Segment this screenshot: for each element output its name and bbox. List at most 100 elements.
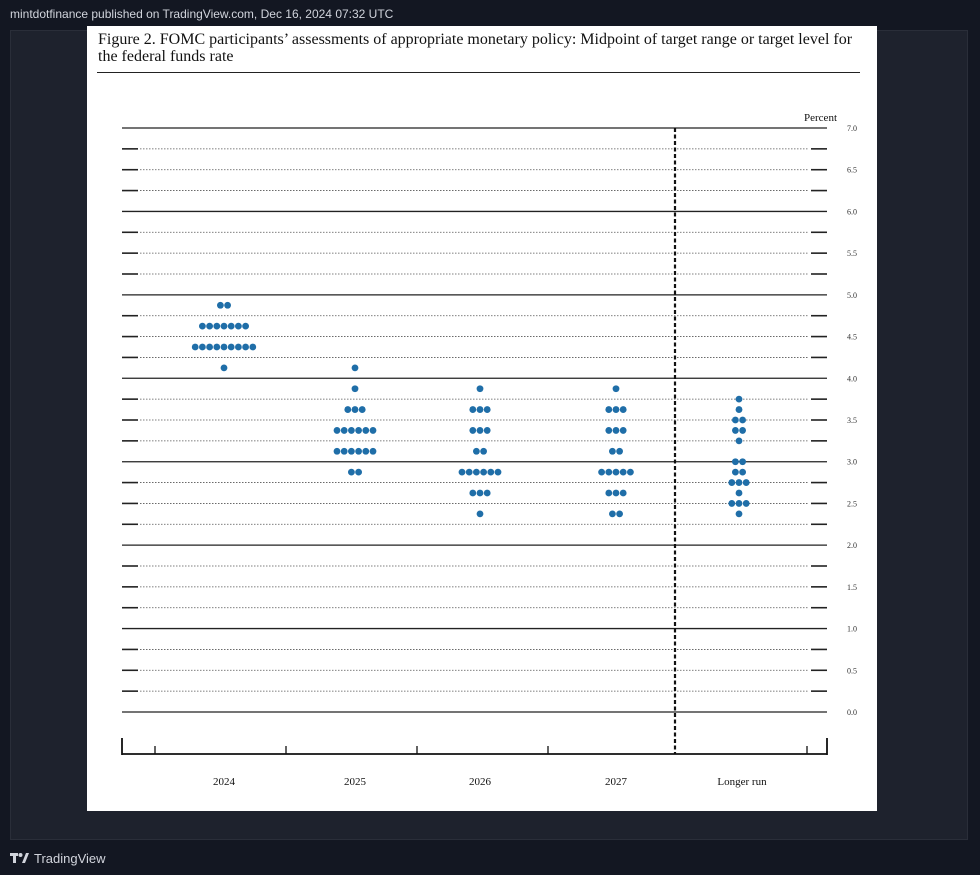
x-tick-label: 2027 bbox=[605, 776, 628, 788]
participant-dot bbox=[735, 437, 743, 445]
participant-dot bbox=[480, 447, 487, 455]
participant-dot bbox=[242, 343, 250, 351]
participant-dot bbox=[483, 406, 491, 413]
participant-dot bbox=[616, 510, 623, 518]
participant-dot bbox=[458, 468, 466, 476]
participant-dot bbox=[340, 427, 348, 434]
participant-dot bbox=[616, 447, 623, 455]
participant-dot bbox=[369, 447, 377, 455]
footer: TradingView bbox=[10, 849, 106, 867]
title-rule bbox=[97, 72, 860, 73]
x-tick-label: 2025 bbox=[344, 776, 367, 788]
participant-dot bbox=[732, 427, 739, 434]
participant-dot bbox=[199, 322, 206, 330]
participant-dot bbox=[605, 489, 613, 497]
participant-dot bbox=[191, 343, 199, 351]
participant-dot bbox=[206, 322, 213, 330]
footer-brand: TradingView bbox=[34, 850, 106, 866]
tradingview-logo-icon bbox=[10, 851, 30, 865]
participant-dot bbox=[732, 458, 739, 466]
participant-dot bbox=[213, 343, 221, 351]
x-tick-label: 2024 bbox=[213, 776, 236, 788]
participant-dot bbox=[619, 468, 627, 476]
figure-paper: Figure 2. FOMC participants’ assessments… bbox=[87, 26, 877, 811]
participant-dot bbox=[362, 427, 370, 434]
participant-dot bbox=[348, 447, 355, 455]
y-tick-label: 0.5 bbox=[847, 666, 857, 675]
participant-dot bbox=[348, 427, 355, 434]
y-tick-label: 7.0 bbox=[847, 124, 857, 133]
participant-dot bbox=[213, 322, 221, 330]
participant-dot bbox=[348, 468, 355, 476]
participant-dot bbox=[742, 479, 750, 486]
participant-dot bbox=[473, 447, 480, 455]
participant-dot bbox=[369, 427, 377, 434]
participant-dot bbox=[742, 500, 750, 507]
participant-dot bbox=[605, 406, 613, 413]
participant-dot bbox=[735, 479, 743, 486]
participant-dot bbox=[227, 343, 235, 351]
x-tick-label: 2026 bbox=[469, 776, 492, 788]
y-axis-label: Percent bbox=[804, 112, 837, 124]
participant-dot bbox=[609, 510, 616, 518]
participant-dot bbox=[483, 489, 491, 497]
participant-dot bbox=[469, 489, 477, 497]
participant-dot bbox=[483, 427, 491, 434]
participant-dot bbox=[619, 406, 627, 413]
participant-dot bbox=[619, 489, 627, 497]
y-tick-label: 2.5 bbox=[847, 499, 857, 508]
participant-dot bbox=[473, 468, 480, 476]
participant-dot bbox=[480, 468, 487, 476]
y-tick-label: 5.0 bbox=[847, 291, 857, 300]
participant-dot bbox=[735, 500, 743, 507]
participant-dot bbox=[627, 468, 634, 476]
attribution-text: mintdotfinance published on TradingView.… bbox=[10, 7, 394, 21]
participant-dot bbox=[333, 447, 341, 455]
participant-dot bbox=[476, 385, 484, 393]
participant-dot bbox=[465, 468, 473, 476]
participant-dot bbox=[739, 458, 746, 466]
participant-dot bbox=[609, 447, 616, 455]
participant-dot bbox=[612, 489, 620, 497]
participant-dot bbox=[351, 406, 359, 413]
participant-dot bbox=[619, 427, 627, 434]
participant-dot bbox=[476, 427, 484, 434]
participant-dot bbox=[487, 468, 495, 476]
participant-dot bbox=[612, 406, 620, 413]
participant-dot bbox=[598, 468, 605, 476]
y-tick-label: 3.5 bbox=[847, 416, 857, 425]
participant-dot bbox=[476, 406, 484, 413]
participant-dot bbox=[355, 468, 362, 476]
participant-dot bbox=[217, 301, 224, 309]
participant-dot bbox=[362, 447, 370, 455]
y-tick-label: 0.0 bbox=[847, 708, 857, 717]
participant-dot bbox=[235, 343, 242, 351]
participant-dot bbox=[732, 468, 739, 476]
y-tick-label: 6.5 bbox=[847, 166, 857, 175]
participant-dot bbox=[728, 479, 736, 486]
participant-dot bbox=[732, 416, 739, 424]
participant-dot bbox=[739, 416, 746, 424]
participant-dot bbox=[476, 489, 484, 497]
figure-title: Figure 2. FOMC participants’ assessments… bbox=[98, 31, 853, 65]
y-tick-label: 4.0 bbox=[847, 374, 857, 383]
participant-dot bbox=[206, 343, 213, 351]
y-tick-label: 6.0 bbox=[847, 207, 857, 216]
participant-dot bbox=[220, 343, 228, 351]
participant-dot bbox=[242, 322, 250, 330]
participant-dot bbox=[351, 385, 359, 393]
participant-dot bbox=[476, 510, 484, 518]
participant-dot bbox=[605, 468, 613, 476]
participant-dot bbox=[735, 510, 743, 518]
y-tick-label: 1.0 bbox=[847, 625, 857, 634]
participant-dot bbox=[469, 427, 477, 434]
participant-dot bbox=[355, 447, 362, 455]
participant-dot bbox=[735, 406, 743, 413]
participant-dot bbox=[739, 468, 746, 476]
y-tick-label: 3.0 bbox=[847, 458, 857, 467]
header-bar: mintdotfinance published on TradingView.… bbox=[0, 0, 980, 30]
participant-dot bbox=[358, 406, 366, 413]
participant-dot bbox=[249, 343, 257, 351]
participant-dot bbox=[728, 500, 736, 507]
dot-plot: 0.0 0.5 1.0 1.5 2.0 2.5 3.0 3.5 4.0 4.5 5.0 5.5 6.0 6… bbox=[121, 112, 857, 788]
